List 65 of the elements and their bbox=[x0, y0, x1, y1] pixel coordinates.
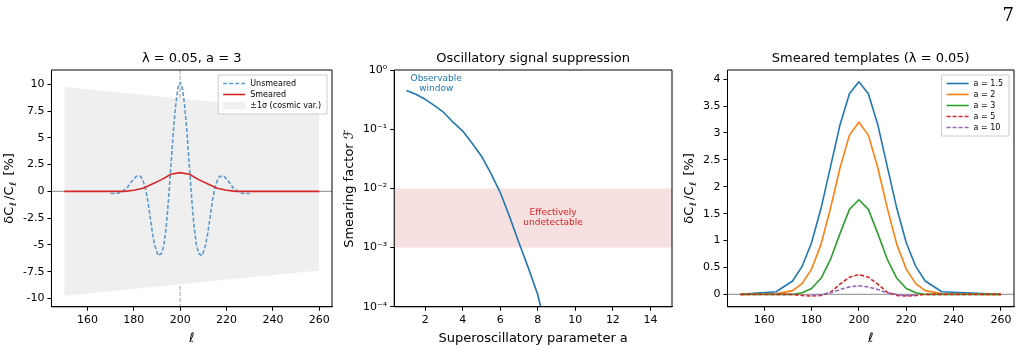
y-tick-label: 1 bbox=[713, 233, 721, 247]
y-axis-title: Smearing factor ℱ bbox=[341, 128, 357, 248]
legend-label: Smeared bbox=[250, 89, 287, 99]
x-tick-label: 180 bbox=[123, 313, 145, 327]
x-axis-title: ℓ bbox=[188, 330, 195, 346]
y-tick-label: 2.5 bbox=[702, 152, 721, 166]
legend-label: Unsmeared bbox=[250, 78, 297, 88]
chart-title: Oscillatory signal suppression bbox=[436, 50, 630, 66]
y-tick-label: 10⁻⁴ bbox=[362, 299, 388, 313]
x-tick-label: 160 bbox=[753, 313, 775, 327]
y-tick-label: -10 bbox=[26, 291, 45, 305]
line-series bbox=[810, 285, 917, 297]
x-tick-label: 6 bbox=[496, 313, 504, 327]
y-tick-label: 4 bbox=[713, 72, 721, 86]
x-tick-label: 220 bbox=[895, 313, 917, 327]
y-tick-label: 0 bbox=[713, 287, 721, 301]
chart-title: Smeared templates (λ = 0.05) bbox=[771, 50, 970, 66]
line-series bbox=[109, 81, 251, 257]
x-axis-title: Superoscillatory parameter a bbox=[438, 330, 628, 346]
y-tick-label: 3.5 bbox=[702, 98, 721, 112]
x-tick-label: 260 bbox=[990, 313, 1012, 327]
x-tick-label: 14 bbox=[643, 313, 658, 327]
legend-label: a = 10 bbox=[973, 122, 1001, 132]
y-tick-label: 10 bbox=[30, 77, 45, 91]
x-tick-label: 200 bbox=[848, 313, 870, 327]
text: 7 bbox=[1002, 4, 1014, 25]
y-axis-title: δCℓ/Cℓ [%] bbox=[1, 153, 19, 224]
y-tick-label: 0 bbox=[37, 184, 45, 198]
y-axis-title: δCℓ/Cℓ [%] bbox=[681, 153, 699, 224]
x-tick-label: 240 bbox=[262, 313, 284, 327]
legend-label: a = 1.5 bbox=[973, 78, 1004, 88]
y-tick-label: -5 bbox=[33, 237, 45, 251]
y-tick-label: 10⁻³ bbox=[362, 240, 388, 254]
x-tick-label: 2 bbox=[421, 313, 429, 327]
x-axis-title: ℓ bbox=[867, 330, 874, 346]
x-tick-label: 240 bbox=[943, 313, 965, 327]
y-tick-label: -2.5 bbox=[22, 211, 45, 225]
legend-label: a = 3 bbox=[973, 100, 996, 110]
y-tick-label: 10⁻¹ bbox=[362, 122, 388, 136]
x-tick-label: 220 bbox=[216, 313, 238, 327]
x-tick-label: 160 bbox=[76, 313, 98, 327]
y-tick-label: 2 bbox=[713, 179, 721, 193]
x-tick-label: 4 bbox=[459, 313, 467, 327]
x-tick-label: 12 bbox=[605, 313, 620, 327]
x-tick-label: 8 bbox=[534, 313, 542, 327]
line-series bbox=[739, 273, 1002, 297]
band-label: Effectively undetectable bbox=[523, 207, 584, 228]
x-tick-label: 10 bbox=[568, 313, 583, 327]
y-tick-label: 0.5 bbox=[702, 260, 721, 274]
x-tick-label: 200 bbox=[169, 313, 191, 327]
y-tick-label: 2.5 bbox=[26, 157, 45, 171]
annotation: Observable window bbox=[410, 73, 463, 94]
legend-label: ±1σ (cosmic var.) bbox=[250, 100, 322, 110]
chart-title: λ = 0.05, a = 3 bbox=[142, 50, 242, 66]
x-tick-label: 180 bbox=[801, 313, 823, 327]
y-tick-label: 10⁰ bbox=[368, 62, 388, 76]
y-tick-label: -7.5 bbox=[22, 264, 45, 278]
y-tick-label: 1.5 bbox=[702, 206, 721, 220]
y-tick-label: 7.5 bbox=[26, 103, 45, 117]
y-tick-label: 3 bbox=[713, 125, 721, 139]
y-tick-label: 10⁻² bbox=[362, 181, 388, 195]
legend-label: a = 2 bbox=[973, 89, 996, 99]
y-tick-label: 5 bbox=[37, 130, 45, 144]
legend-label: a = 5 bbox=[973, 111, 996, 121]
x-tick-label: 260 bbox=[308, 313, 330, 327]
